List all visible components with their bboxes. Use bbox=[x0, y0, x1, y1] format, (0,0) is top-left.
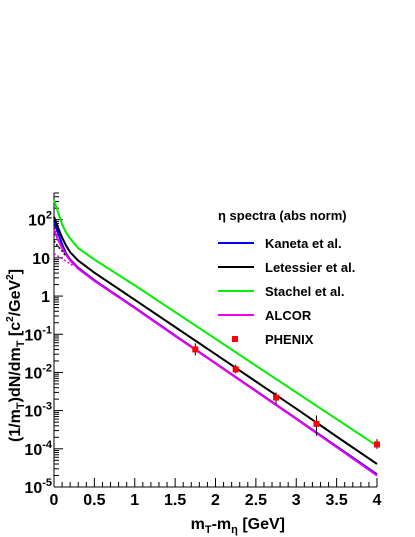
legend-label-kaneta-et-al-: Kaneta et al. bbox=[265, 236, 342, 251]
series-line-letessier-et-al- bbox=[53, 216, 378, 465]
y-axis-title: (1/mT)dN/dmT [c2/GeV2] bbox=[5, 269, 27, 442]
y-tick-label: 10-5 bbox=[24, 477, 52, 497]
dotted-component-line bbox=[53, 252, 75, 268]
x-tick-label: 3 bbox=[292, 492, 301, 509]
series-layer bbox=[53, 199, 378, 477]
y-tick-label: 10-1 bbox=[24, 324, 52, 344]
legend-label-stachel-et-al-: Stachel et al. bbox=[265, 284, 344, 299]
x-tick-label: 2.5 bbox=[245, 492, 267, 509]
x-tick-label: 3.5 bbox=[326, 492, 348, 509]
legend: η spectra (abs norm) Kaneta et al. Letess… bbox=[218, 208, 355, 347]
dotted-component-line bbox=[53, 240, 67, 257]
y-tick-label: 10 bbox=[32, 251, 50, 268]
x-axis-title: mT-mη [GeV] bbox=[191, 516, 285, 536]
y-axis-ticks: 102 10 1 10-1 10-2 10-3 10-4 10-5 bbox=[24, 192, 63, 497]
x-tick-label: 0.5 bbox=[83, 492, 105, 509]
x-tick-label: 0 bbox=[50, 492, 59, 509]
y-tick-label: 10-2 bbox=[24, 362, 52, 382]
phenix-point bbox=[313, 420, 320, 427]
phenix-point bbox=[232, 366, 239, 373]
y-tick-label: 10-4 bbox=[24, 439, 52, 459]
legend-marker-phenix bbox=[232, 336, 238, 342]
y-tick-label: 1 bbox=[41, 289, 50, 306]
legend-label-phenix: PHENIX bbox=[265, 332, 314, 347]
series-line-alcor bbox=[53, 229, 378, 477]
phenix-point bbox=[273, 394, 280, 401]
phenix-markers bbox=[192, 343, 380, 449]
x-tick-label: 1.5 bbox=[164, 492, 186, 509]
legend-title: η spectra (abs norm) bbox=[218, 208, 347, 223]
legend-label-letessier-et-al-: Letessier et al. bbox=[265, 260, 355, 275]
x-tick-label: 2 bbox=[211, 492, 220, 509]
series-line-stachel-et-al- bbox=[53, 199, 378, 447]
y-tick-label: 102 bbox=[28, 210, 52, 230]
legend-entries: Kaneta et al. Letessier et al. Stachel et … bbox=[218, 236, 355, 347]
x-tick-label: 4 bbox=[373, 492, 382, 509]
x-axis-ticks: 0 0.5 1 1.5 2 2.5 3 3.5 4 bbox=[50, 478, 382, 509]
phenix-point bbox=[192, 346, 199, 353]
legend-label-alcor: ALCOR bbox=[265, 308, 312, 323]
x-tick-label: 1 bbox=[130, 492, 139, 509]
y-tick-label: 10-3 bbox=[24, 401, 52, 421]
phenix-point bbox=[374, 441, 380, 448]
